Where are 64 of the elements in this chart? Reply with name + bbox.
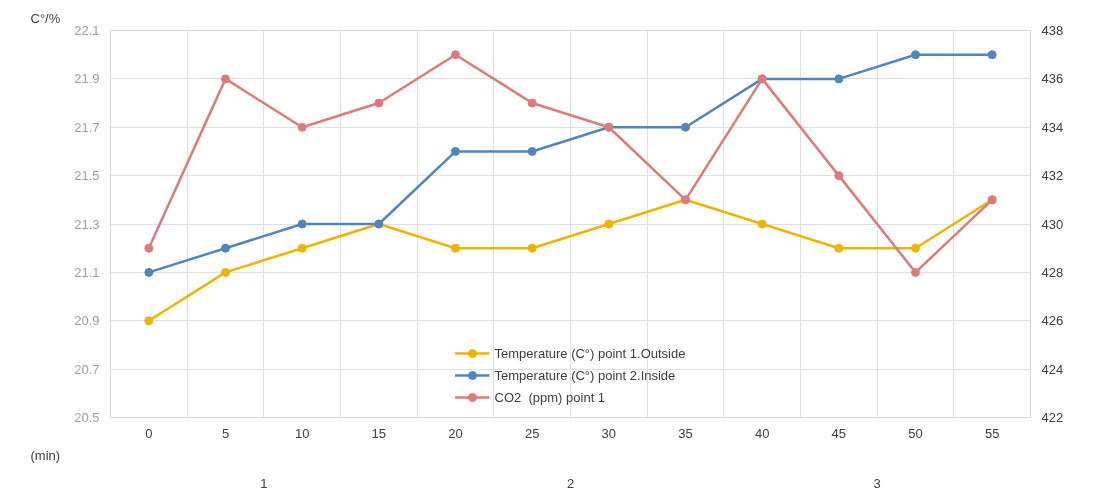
- point: [144, 267, 154, 277]
- point: [604, 219, 614, 229]
- y2-tick-label: 428: [1041, 264, 1064, 280]
- y-tick-label: 22.1: [74, 23, 100, 38]
- point: [221, 243, 230, 253]
- point: [527, 146, 537, 156]
- x-tick-label: 10: [294, 425, 310, 441]
- point: [527, 98, 537, 108]
- y-tick-label: 20.7: [74, 361, 100, 377]
- y-tick-label: 21.3: [74, 216, 100, 232]
- x-tick-label: 50: [908, 425, 923, 441]
- point: [451, 243, 460, 253]
- point: [144, 316, 154, 326]
- y2-tick-label: 430: [1041, 216, 1064, 232]
- point: [911, 267, 920, 277]
- x-tick-label: 55: [984, 425, 1000, 441]
- x-tick-label: 35: [678, 425, 693, 441]
- x-tick-label: 40: [754, 425, 770, 441]
- point: [221, 267, 230, 277]
- point: [451, 50, 460, 60]
- point: [757, 219, 767, 229]
- point: [144, 243, 154, 253]
- point: [527, 243, 537, 253]
- point: [834, 243, 844, 253]
- y2-tick-label: 438: [1041, 23, 1064, 38]
- text: 3: [873, 475, 881, 491]
- y2-tick-label: 436: [1041, 71, 1064, 87]
- point: [451, 146, 460, 156]
- point: [834, 74, 844, 84]
- legend-label: Temperature (C°) point 1.Outside: [494, 345, 686, 361]
- y2-tick-label: 422: [1041, 410, 1064, 425]
- y-tick-label: 20.5: [74, 410, 100, 425]
- point: [297, 219, 307, 229]
- x-tick-label: 15: [371, 425, 387, 441]
- legend-label: Temperature (C°) point 2.Inside: [494, 367, 676, 383]
- x-tick-label: 25: [524, 425, 540, 441]
- point: [681, 122, 690, 132]
- text: 2: [566, 475, 575, 491]
- y2-tick-label: 434: [1041, 119, 1064, 135]
- y2-tick-label: 426: [1041, 313, 1064, 329]
- x-axis-title: (min): [30, 447, 61, 463]
- point: [221, 74, 230, 84]
- y-tick-label: 21.7: [74, 119, 100, 135]
- y-tick-label: 21.5: [74, 168, 100, 184]
- x-tick-label: 0: [145, 425, 153, 441]
- y2-tick-label: 432: [1041, 168, 1064, 184]
- point: [911, 243, 920, 253]
- x-tick-label: 5: [221, 425, 230, 441]
- y-tick-label: 20.9: [74, 313, 100, 329]
- point: [834, 171, 844, 181]
- point: [374, 98, 384, 108]
- y-tick-label: 21.9: [74, 71, 100, 87]
- point: [297, 122, 307, 132]
- y2-tick-label: 424: [1041, 361, 1064, 377]
- point: [987, 50, 997, 60]
- x-tick-label: 20: [448, 425, 463, 441]
- x-tick-label: 45: [831, 425, 847, 441]
- point: [911, 50, 920, 60]
- text: 1: [260, 475, 268, 491]
- x-tick-label: 30: [601, 425, 617, 441]
- legend-label: CO2 (ppm) point 1: [494, 389, 606, 405]
- y-tick-label: 21.1: [74, 264, 100, 280]
- y-axis-title: C°/%: [30, 10, 61, 26]
- point: [297, 243, 307, 253]
